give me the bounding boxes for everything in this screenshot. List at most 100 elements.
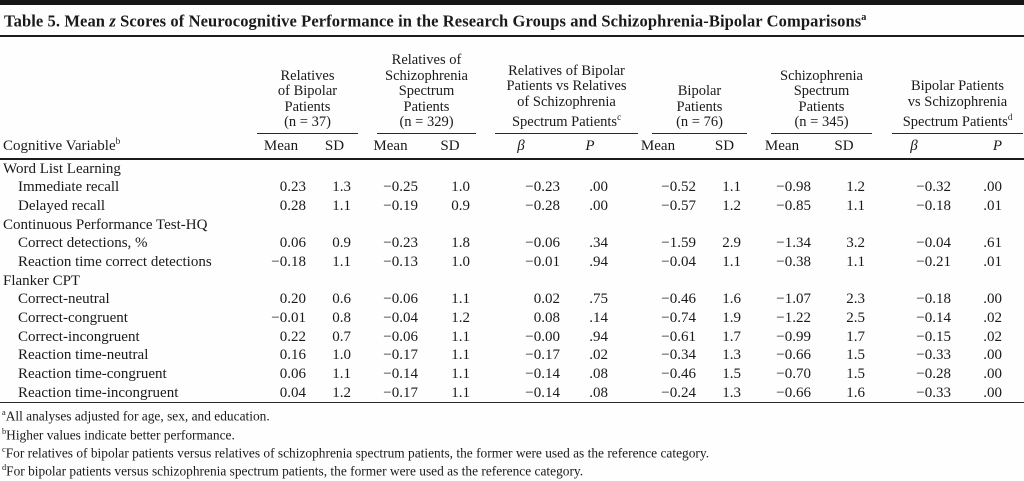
value-cell: 1.1	[846, 253, 865, 270]
value-cell: −0.17	[525, 347, 560, 364]
value-cell	[250, 216, 312, 235]
footnote-marker: c	[2, 444, 6, 454]
value-cell: 0.9	[332, 235, 351, 252]
value-cell: 1.3	[722, 384, 741, 401]
value-cell: 1.2	[722, 197, 741, 214]
column-group-header-line: Patients	[284, 98, 331, 115]
value-cell	[957, 159, 1024, 179]
value-cell	[357, 216, 424, 235]
value-cell: −0.14	[525, 384, 560, 401]
column-group-header: Relatives of Bipolar Patients vs Relative…	[495, 63, 638, 134]
value-cell: −0.61	[661, 328, 696, 345]
value-cell: 1.3	[332, 179, 351, 196]
value-cell: −0.21	[916, 253, 951, 270]
value-cell	[747, 272, 817, 291]
value-cell: 0.6	[332, 291, 351, 308]
value-cell: −0.28	[916, 366, 951, 383]
value-cell: −0.99	[776, 328, 811, 345]
value-cell: −0.00	[525, 328, 560, 345]
value-cell: −0.57	[661, 197, 696, 214]
value-cell: 1.5	[846, 366, 865, 383]
row-label: Correct-incongruent	[18, 328, 140, 345]
value-cell: −0.18	[916, 197, 951, 214]
row-label: Reaction time correct detections	[18, 253, 212, 270]
footnote-marker: c	[617, 112, 622, 123]
value-cell	[871, 272, 957, 291]
value-cell	[357, 159, 424, 179]
value-cell: .61	[983, 235, 1002, 252]
value-cell: −0.17	[383, 347, 418, 364]
value-cell: −0.23	[525, 179, 560, 196]
value-cell: .34	[589, 235, 608, 252]
data-row: Immediate recall 0.23 1.3 −0.25 1.0 −0.23 .00 −…	[0, 178, 1024, 197]
value-cell	[250, 272, 312, 291]
footnote: aAll analyses adjusted for age, sex, and…	[2, 408, 270, 424]
value-cell: 1.1	[332, 197, 351, 214]
value-cell: −0.06	[383, 291, 418, 308]
value-cell: −0.32	[916, 179, 951, 196]
value-cell	[424, 272, 476, 291]
column-group-header-line: Relatives	[280, 67, 335, 84]
value-cell: 1.1	[332, 366, 351, 383]
value-cell: .00	[589, 179, 608, 196]
column-group-header-line: Relatives of Bipolar	[508, 63, 625, 80]
data-row: Delayed recall 0.28 1.1 −0.19 0.9 −0.28 .00 −0.…	[0, 197, 1024, 216]
row-label: Reaction time-congruent	[18, 366, 167, 383]
column-group-header-line: Spectrum	[398, 83, 455, 100]
value-cell: −0.06	[383, 328, 418, 345]
top-rule	[0, 0, 1024, 5]
value-cell	[476, 216, 566, 235]
value-cell	[312, 159, 357, 179]
column-group-header-line: of Bipolar	[277, 83, 338, 100]
value-cell	[957, 216, 1024, 235]
value-cell: −0.33	[916, 347, 951, 364]
column-group-header-line: Bipolar Patients	[910, 78, 1005, 95]
value-cell: −0.74	[661, 310, 696, 326]
value-cell	[702, 159, 747, 179]
title-divider-rule	[0, 34, 1024, 37]
table-body: Word List Learning Immediate recall 0.23 1.…	[0, 159, 1024, 403]
value-cell: 1.5	[722, 366, 741, 383]
value-cell	[312, 216, 357, 235]
value-cell	[614, 159, 702, 179]
column-header-mean: Mean	[614, 133, 702, 160]
value-cell: .00	[983, 366, 1002, 383]
section-row: Word List Learning	[0, 159, 1024, 179]
value-cell: 1.6	[722, 291, 741, 308]
value-cell: −1.34	[776, 235, 811, 252]
section-row: Flanker CPT	[0, 272, 1024, 291]
column-group-header-line: (n = 345)	[794, 114, 849, 131]
footnote: bHigher values indicate better performan…	[2, 426, 235, 443]
sub-header-row: Cognitive Variableb Mean SD Mean SD β P Mean SD…	[0, 133, 1024, 160]
value-cell: −0.85	[776, 197, 811, 214]
table-title-prefix: Table 5. Mean	[4, 11, 110, 31]
value-cell: .02	[983, 310, 1002, 326]
column-group-header: Relatives of Bipolar Patients (n = 37)	[257, 67, 358, 134]
data-row: Correct-congruent −0.01 0.8 −0.04 1.2 0.08 .14…	[0, 309, 1024, 328]
column-header-beta: β	[476, 133, 566, 160]
value-cell: 2.3	[846, 291, 865, 308]
value-cell: 1.1	[722, 253, 741, 270]
table-title-footnote-marker: a	[861, 12, 867, 23]
value-cell	[957, 272, 1024, 291]
value-cell	[817, 159, 871, 179]
data-row: Reaction time-incongruent 0.04 1.2 −0.17 1.1…	[0, 384, 1024, 403]
value-cell	[702, 216, 747, 235]
value-cell: −0.04	[383, 310, 418, 326]
column-header-sd: SD	[702, 133, 747, 160]
value-cell: −0.01	[525, 253, 560, 270]
value-cell: −0.01	[271, 310, 306, 326]
value-cell: 1.0	[451, 179, 470, 196]
value-cell: .01	[983, 253, 1002, 270]
column-group-header: Schizophrenia Spectrum Patients (n = 345)	[771, 68, 872, 134]
value-cell: −0.70	[776, 366, 811, 383]
column-header-mean: Mean	[357, 133, 424, 160]
column-header-sd: SD	[424, 133, 476, 160]
column-group-header-line: Spectrum Patientsd	[902, 112, 1013, 131]
column-group-header-line: Relatives of	[391, 52, 462, 69]
column-group-header-line: Spectrum Patientsc	[511, 112, 622, 131]
row-label: Word List Learning	[3, 160, 121, 177]
data-row: Correct-neutral 0.20 0.6 −0.06 1.1 0.02 .75 −0.…	[0, 290, 1024, 309]
value-cell: .02	[983, 328, 1002, 345]
column-header-cognitive-variable: Cognitive Variableb	[0, 133, 250, 160]
